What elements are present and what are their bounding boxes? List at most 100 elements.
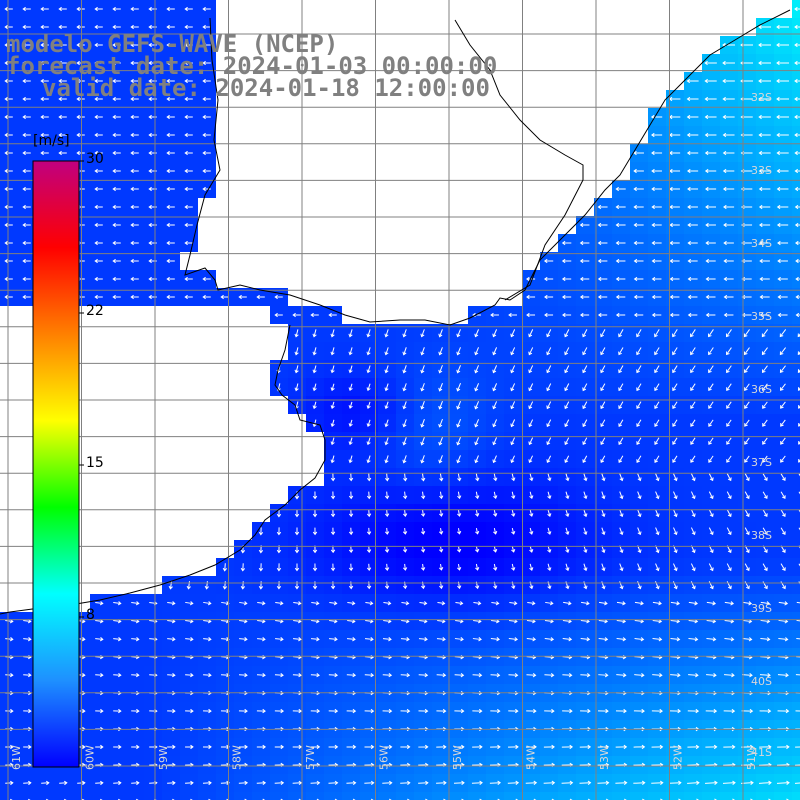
wind-arrow-head	[569, 744, 573, 750]
wind-arrow-head	[511, 548, 516, 553]
wind-arrow	[113, 656, 121, 658]
wind-arrow	[349, 365, 353, 373]
wind-arrow-head	[690, 459, 694, 463]
wind-arrow-head	[493, 585, 498, 590]
wind-arrow-head	[633, 150, 637, 156]
wind-arrow-head	[510, 405, 515, 410]
wind-arrow	[418, 638, 428, 640]
wind-arrow	[762, 383, 768, 391]
latitude-label: 34S	[751, 237, 772, 250]
wind-arrow-head	[243, 601, 248, 606]
wind-arrow-head	[274, 312, 278, 318]
wind-arrow-head	[641, 780, 646, 785]
wind-arrow	[744, 509, 750, 517]
wind-cell	[198, 792, 216, 800]
wind-arrow-head	[546, 387, 551, 392]
wind-arrow-head	[22, 222, 26, 228]
wind-arrow	[544, 638, 554, 640]
wind-arrow-head	[348, 333, 353, 338]
wind-arrow-head	[673, 495, 678, 500]
wind-arrow-head	[420, 405, 425, 410]
wind-arrow	[510, 419, 516, 427]
wind-arrow	[475, 455, 479, 463]
wind-arrow-head	[515, 744, 519, 750]
wind-arrow	[188, 581, 190, 589]
wind-arrow-head	[330, 423, 335, 428]
river-plate-inland-coast	[454, 19, 584, 301]
wind-arrow-head	[618, 351, 622, 356]
wind-arrow-head	[244, 744, 248, 750]
wind-arrow-head	[457, 513, 462, 517]
wind-arrow-head	[615, 186, 620, 192]
wind-arrow-head	[22, 204, 26, 210]
wind-arrow	[744, 527, 750, 535]
wind-arrow-head	[262, 637, 266, 642]
wind-arrow-head	[442, 672, 447, 678]
wind-arrow-head	[691, 567, 696, 572]
wind-arrow-head	[348, 441, 353, 446]
wind-arrow-head	[762, 405, 766, 409]
wind-arrow-head	[549, 601, 554, 606]
wind-arrow-head	[528, 333, 533, 338]
wind-cell	[90, 792, 108, 800]
wind-arrow	[564, 455, 570, 463]
wind-arrow	[472, 656, 482, 658]
wind-arrow-head	[457, 585, 462, 590]
wind-arrow-head	[798, 458, 800, 463]
wind-arrow-head	[727, 531, 732, 536]
wind-arrow	[546, 419, 552, 427]
wind-arrow	[364, 674, 374, 676]
wind-arrow-head	[4, 150, 8, 156]
wind-arrow-head	[370, 744, 375, 750]
wind-arrow-head	[782, 567, 786, 572]
wind-arrow	[618, 437, 624, 445]
wind-cell	[558, 792, 576, 800]
wind-arrow-head	[690, 351, 694, 356]
wind-arrow-head	[22, 42, 26, 48]
wind-arrow-head	[366, 405, 371, 409]
wind-arrow-head	[388, 637, 392, 642]
wind-arrow-head	[496, 672, 501, 678]
wind-arrow-head	[708, 459, 712, 463]
wind-arrow-head	[330, 495, 336, 500]
wind-arrow-head	[605, 708, 609, 714]
wind-arrow-head	[669, 258, 674, 264]
wind-cell	[792, 360, 800, 378]
wind-arrow-head	[619, 567, 624, 572]
wind-arrow-head	[619, 477, 624, 482]
wind-arrow-head	[334, 744, 339, 750]
wind-arrow	[456, 400, 462, 410]
wind-arrow	[688, 601, 698, 605]
wind-arrow-head	[759, 312, 764, 318]
wind-arrow	[670, 601, 680, 605]
wind-arrow-head	[425, 780, 429, 786]
wind-arrow-head	[135, 601, 140, 606]
wind-arrow-head	[744, 369, 748, 374]
wind-arrow-head	[166, 240, 170, 246]
wind-arrow-head	[651, 132, 655, 138]
wind-arrow-head	[330, 459, 335, 464]
wind-arrow-head	[441, 619, 446, 624]
wind-arrow	[547, 545, 551, 553]
wind-arrow	[383, 620, 391, 622]
wind-arrow	[526, 674, 536, 676]
wind-arrow	[528, 383, 534, 391]
wind-arrow	[331, 383, 335, 391]
wind-arrow-head	[704, 96, 709, 102]
wind-arrow-head	[529, 531, 534, 535]
wind-arrow-head	[691, 513, 696, 518]
wind-arrow-head	[759, 222, 763, 228]
wind-arrow-head	[27, 637, 32, 642]
wind-arrow-head	[687, 240, 691, 246]
wind-arrow	[616, 601, 626, 605]
wind-arrow-head	[112, 276, 116, 282]
wind-arrow-head	[130, 24, 134, 30]
wind-arrow	[203, 620, 211, 622]
wind-arrow-head	[636, 459, 641, 463]
wind-arrow	[439, 491, 443, 499]
wind-arrow-head	[330, 477, 336, 482]
wind-arrow-head	[579, 240, 584, 246]
wind-arrow-head	[421, 477, 426, 482]
wind-arrow	[796, 619, 800, 622]
wind-arrow-head	[587, 708, 591, 714]
